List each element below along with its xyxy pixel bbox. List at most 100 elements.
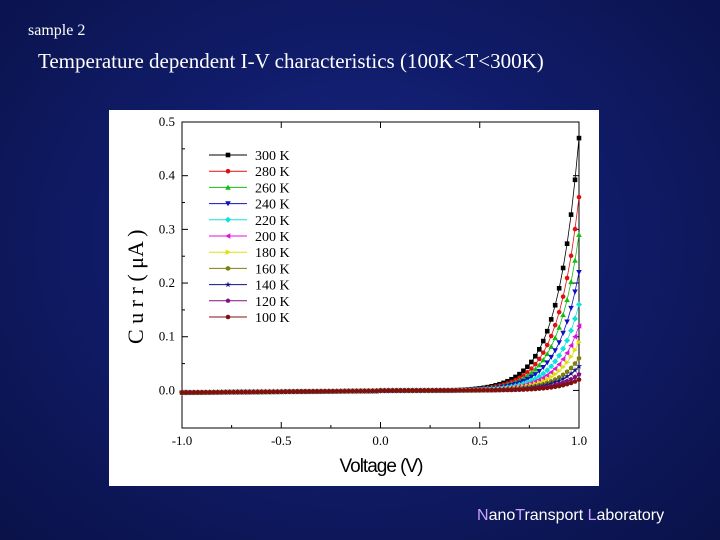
- data-point: [334, 388, 340, 394]
- data-point: [274, 389, 280, 395]
- series-300k: [179, 135, 582, 395]
- data-point: [564, 378, 570, 384]
- data-point: [350, 388, 356, 394]
- data-point: [552, 358, 559, 365]
- data-point: [572, 226, 578, 232]
- data-point: [445, 388, 451, 393]
- data-point: [533, 361, 538, 367]
- data-point: [556, 324, 562, 330]
- data-point: [567, 370, 575, 377]
- data-point: [211, 390, 217, 395]
- data-point: [294, 389, 300, 394]
- data-point: [556, 352, 563, 359]
- data-point: [544, 385, 550, 391]
- data-point: [556, 368, 562, 374]
- data-point: [552, 322, 558, 328]
- data-point: [544, 367, 551, 374]
- data-point: [203, 390, 209, 395]
- data-point: [271, 389, 276, 395]
- data-point: [286, 389, 292, 394]
- data-point: [398, 388, 403, 393]
- data-point: [489, 387, 494, 393]
- data-point: [568, 380, 574, 386]
- data-point: [544, 342, 550, 348]
- y-axis-label: C u r r ( μA ): [123, 230, 148, 344]
- data-point: [576, 371, 582, 377]
- legend-marker: [225, 233, 231, 239]
- legend-entry: 200 K: [209, 230, 290, 245]
- data-point: [409, 388, 415, 393]
- data-point: [537, 356, 542, 362]
- x-tick-label: 0.0: [372, 433, 388, 448]
- legend-marker: [224, 281, 232, 288]
- y-tick-label: 0.3: [159, 221, 175, 236]
- legend-marker: [225, 168, 231, 174]
- data-point: [571, 367, 579, 373]
- data-point: [532, 372, 539, 378]
- data-point: [572, 315, 579, 322]
- data-point: [560, 312, 566, 318]
- legend-marker: [225, 184, 231, 190]
- data-point: [564, 373, 571, 379]
- data-point: [417, 388, 423, 393]
- legend-marker: [225, 249, 231, 255]
- data-point: [560, 330, 566, 336]
- legend-label: 100 K: [255, 311, 290, 326]
- data-point: [382, 388, 387, 393]
- data-point: [374, 388, 379, 394]
- data-point: [370, 388, 375, 394]
- data-point: [560, 265, 566, 271]
- data-point: [493, 387, 498, 393]
- x-tick-label: -0.5: [271, 433, 292, 448]
- data-point: [421, 388, 427, 393]
- brand-text-ano: ano: [488, 507, 516, 524]
- legend-entry: 220 K: [209, 214, 290, 229]
- data-point: [540, 386, 546, 391]
- data-point: [552, 379, 559, 385]
- data-point: [560, 294, 566, 299]
- data-point: [576, 355, 582, 361]
- data-point: [560, 356, 566, 362]
- data-point: [564, 297, 570, 303]
- data-point: [544, 360, 551, 366]
- legend-label: 220 K: [255, 214, 290, 229]
- data-point: [243, 389, 248, 395]
- data-point: [394, 388, 399, 393]
- data-point: [548, 385, 554, 390]
- data-point: [366, 388, 371, 394]
- data-point: [497, 387, 502, 393]
- data-point: [572, 177, 578, 183]
- series-line: [181, 138, 580, 393]
- y-tick-label: 0.0: [159, 382, 175, 397]
- data-point: [453, 388, 459, 393]
- sample-label: sample 2: [28, 22, 86, 39]
- data-point: [227, 389, 232, 395]
- data-point: [572, 361, 578, 367]
- data-point: [552, 348, 558, 354]
- data-point: [338, 388, 344, 394]
- data-point: [540, 338, 546, 344]
- data-point: [223, 389, 228, 395]
- legend-entry: 300 K: [209, 149, 290, 164]
- data-point: [532, 366, 539, 372]
- data-point: [576, 270, 582, 276]
- data-point: [568, 327, 575, 334]
- data-point: [354, 388, 359, 394]
- data-point: [533, 386, 538, 392]
- data-point: [564, 350, 570, 356]
- data-point: [560, 345, 567, 352]
- data-point: [556, 309, 562, 315]
- data-point: [576, 323, 582, 329]
- data-point: [390, 388, 395, 393]
- data-point: [548, 380, 555, 387]
- legend-entry: 260 K: [209, 181, 290, 196]
- data-point: [517, 387, 522, 393]
- data-point: [247, 389, 252, 395]
- data-point: [191, 390, 197, 395]
- data-point: [528, 370, 535, 376]
- data-point: [179, 390, 185, 395]
- data-point: [572, 257, 578, 263]
- legend-marker: [225, 216, 231, 223]
- data-point: [235, 389, 240, 395]
- data-point: [314, 389, 320, 394]
